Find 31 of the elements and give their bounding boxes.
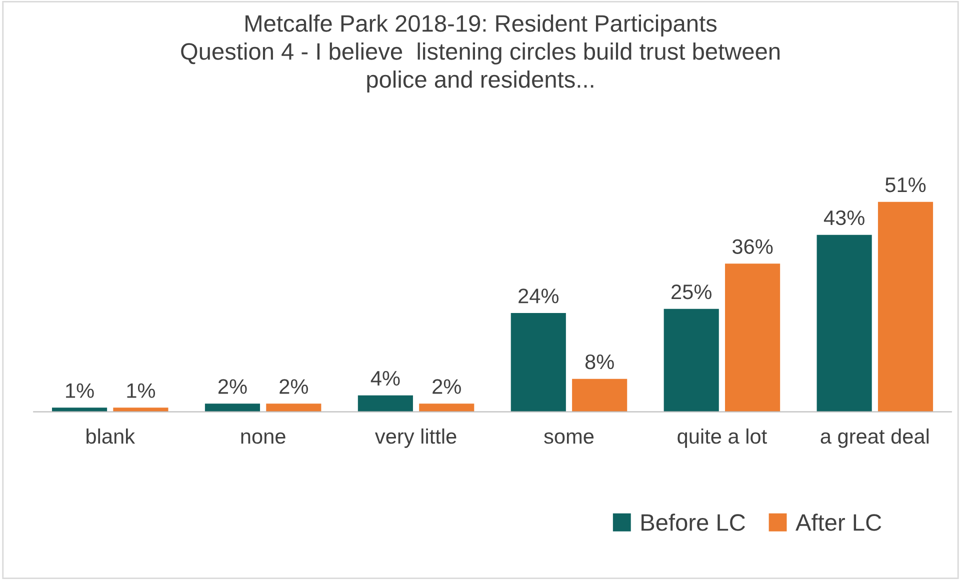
data-label: 2%	[280, 379, 308, 394]
x-tick-label: some	[544, 432, 594, 444]
bar	[266, 404, 322, 412]
x-tick-label: none	[241, 432, 286, 444]
bar	[510, 313, 566, 412]
x-tick-label: blank	[86, 428, 136, 444]
data-label: 24%	[518, 288, 559, 304]
legend-label: After LC	[796, 514, 882, 531]
data-label: 51%	[885, 178, 926, 192]
chart-title: Metcalfe Park 2018-19: Resident Participants Question 4 - I believe listening circles build trust between police and residents...	[181, 14, 780, 93]
x-tick-label: quite a lot	[678, 428, 767, 448]
legend-label: Before LC	[642, 514, 746, 531]
data-label: 8%	[585, 354, 614, 370]
data-label: 43%	[824, 210, 864, 226]
bar	[725, 264, 780, 412]
x-tick-label: a great deal	[820, 428, 929, 448]
x-tick-label: very little	[375, 428, 456, 448]
bar	[419, 404, 474, 412]
bar	[878, 202, 934, 412]
data-label: 4%	[370, 371, 400, 386]
bar	[204, 404, 260, 412]
bar	[664, 308, 719, 412]
data-label: 25%	[672, 284, 712, 300]
bar	[358, 395, 413, 412]
data-label: 36%	[732, 239, 773, 254]
bar	[816, 234, 872, 412]
bar	[572, 378, 628, 412]
data-label: 1%	[127, 383, 156, 398]
data-label: 1%	[66, 383, 94, 398]
data-label: 2%	[432, 379, 461, 394]
data-label: 2%	[218, 379, 247, 394]
